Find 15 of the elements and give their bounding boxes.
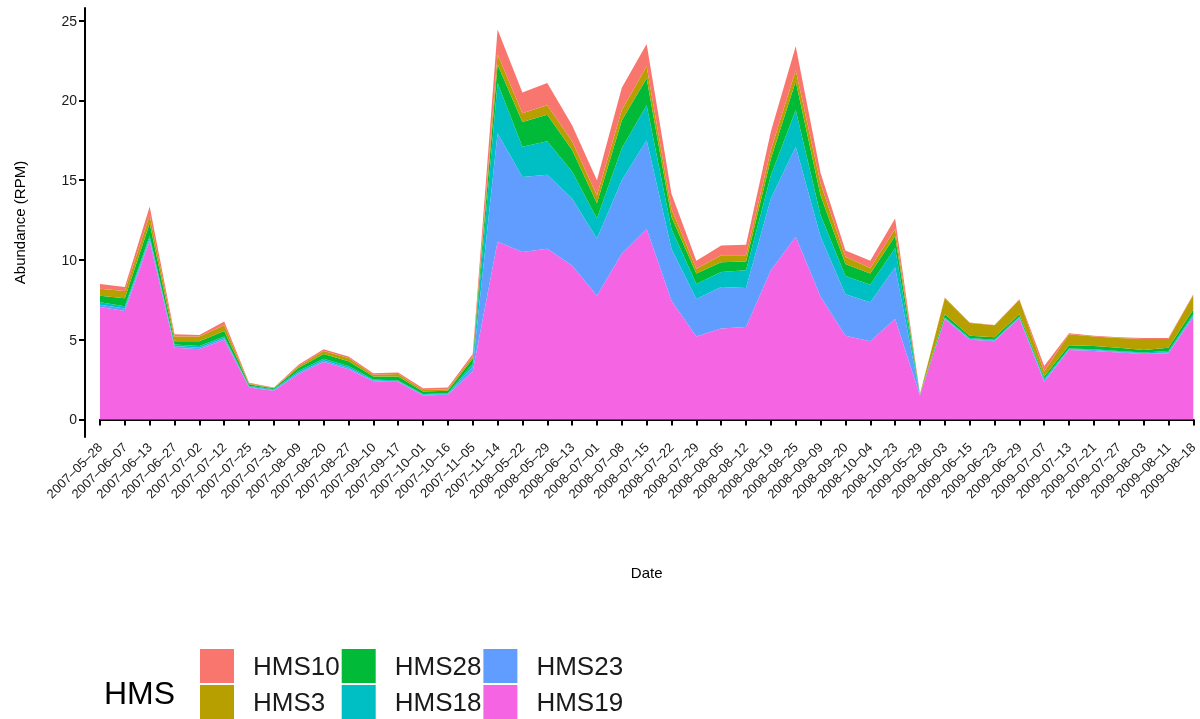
y-tick-label: 20	[61, 92, 78, 109]
legend-label: HMS18	[394, 687, 482, 717]
y-tick-label: 5	[69, 331, 78, 348]
legend-label: HMS28	[394, 651, 482, 681]
legend-label: HMS10	[253, 651, 340, 681]
x-axis-title: Date	[630, 564, 663, 581]
y-tick-label: 15	[61, 172, 78, 189]
legend-label: HMS3	[253, 687, 326, 717]
legend-label: HMS23	[536, 651, 624, 681]
y-tick-label: 10	[61, 251, 78, 268]
y-tick-label: 25	[61, 12, 78, 29]
y-axis-title: Abundance (RPM)	[11, 160, 28, 285]
y-tick-label: 0	[69, 411, 78, 428]
legend-label: HMS19	[536, 687, 624, 717]
legend-title: HMS	[104, 675, 176, 711]
